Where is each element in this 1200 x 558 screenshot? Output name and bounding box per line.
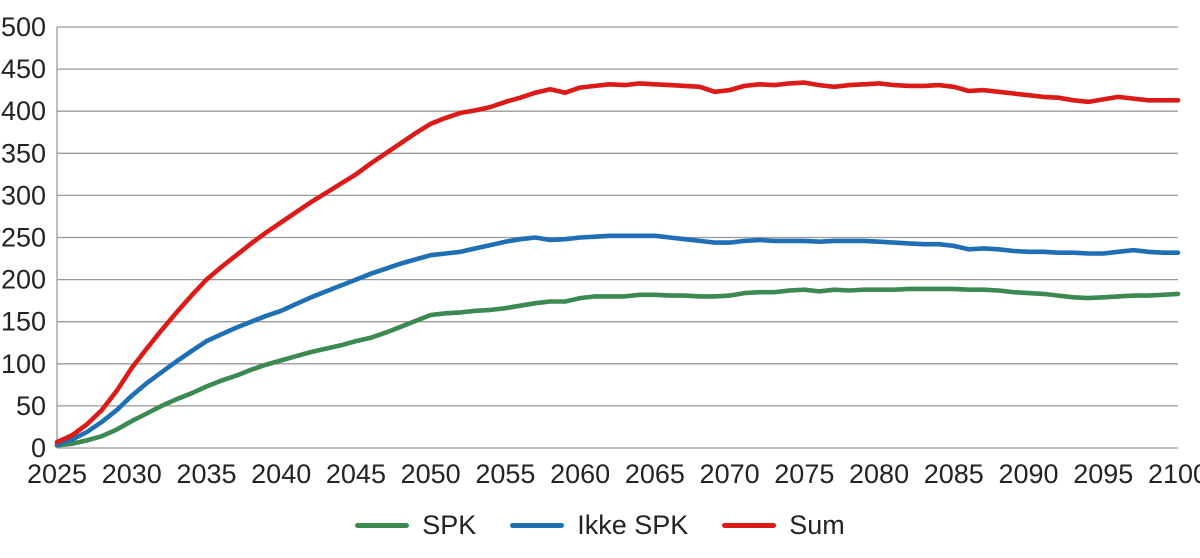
x-axis-tick-label: 2070 (700, 459, 760, 489)
spk-line-swatch (355, 523, 410, 528)
y-axis-tick-label: 350 (1, 138, 46, 168)
y-axis-tick-label: 150 (1, 307, 46, 337)
y-axis-tick-label: 250 (1, 223, 46, 253)
x-axis-tick-label: 2040 (251, 459, 311, 489)
y-axis-tick-label: 450 (1, 54, 46, 84)
series-line-ikke-spk (54, 233, 1181, 447)
legend-item-sum: Sum (722, 512, 845, 539)
x-axis-tick-label: 2100 (1148, 459, 1200, 489)
x-axis-tick-label: 2085 (924, 459, 984, 489)
x-axis-tick-label: 2050 (401, 459, 461, 489)
x-axis-tick-label: 2025 (27, 459, 87, 489)
x-axis-tick-label: 2045 (326, 459, 386, 489)
series-line-spk (54, 286, 1181, 448)
x-axis-tick-label: 2055 (475, 459, 535, 489)
x-axis-tick-label: 2080 (849, 459, 909, 489)
x-axis-tick-label: 2075 (774, 459, 834, 489)
legend-label-spk: SPK (422, 510, 477, 540)
x-axis-tick-label: 2095 (1073, 459, 1133, 489)
y-axis-tick-label: 400 (1, 96, 46, 126)
series-line-sum (54, 80, 1181, 445)
legend-label-ikke-spk: Ikke SPK (577, 510, 689, 540)
plot-area: 0 50 100 150 200 250 300 350 400 450 500 2025 2030 20… (1, 12, 1200, 489)
legend: SPK Ikke SPK Sum (0, 512, 1200, 539)
x-axis-tick-label: 2090 (998, 459, 1058, 489)
y-axis-tick-label: 500 (1, 12, 46, 42)
x-axis-tick-label: 2065 (625, 459, 685, 489)
y-axis-tick-label: 0 (31, 433, 46, 463)
x-axis-tick-label: 2030 (102, 459, 162, 489)
y-axis-tick-label: 200 (1, 265, 46, 295)
x-axis-tick-label: 2060 (550, 459, 610, 489)
legend-item-ikke-spk: Ikke SPK (510, 512, 688, 539)
ikke-spk-line-swatch (510, 523, 565, 528)
sum-line-swatch (722, 523, 777, 528)
legend-item-spk: SPK (355, 512, 476, 539)
x-axis-tick-label: 2035 (176, 459, 236, 489)
y-axis-tick-label: 50 (16, 391, 46, 421)
y-axis-tick-label: 100 (1, 349, 46, 379)
legend-label-sum: Sum (789, 510, 845, 540)
y-axis-tick-label: 300 (1, 180, 46, 210)
